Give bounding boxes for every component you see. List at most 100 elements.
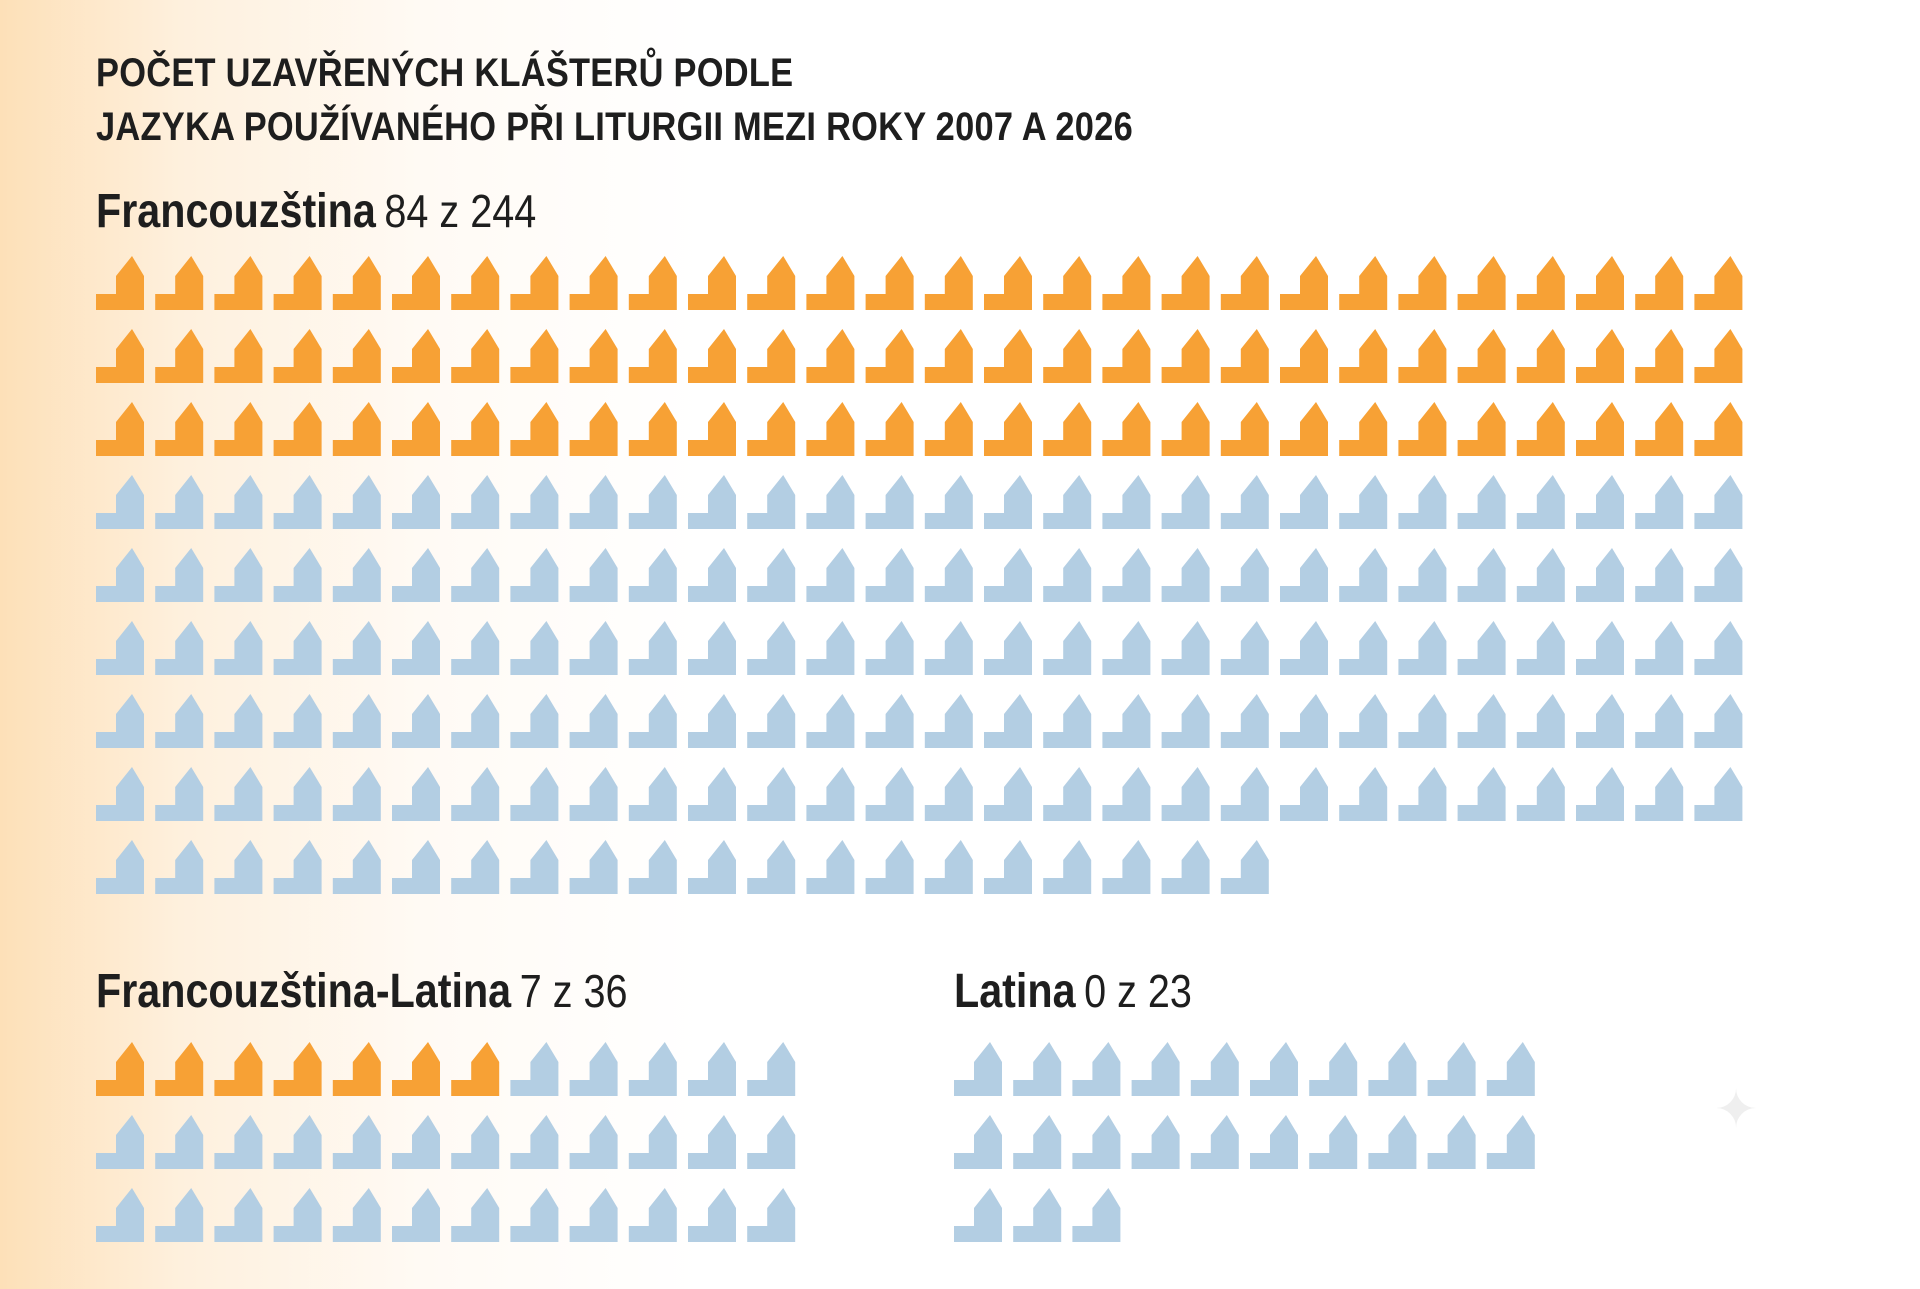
monastery-icon-open bbox=[392, 840, 440, 894]
monastery-icon-open bbox=[1102, 475, 1151, 529]
group-name: Francouzština bbox=[96, 185, 376, 238]
monastery-icon-closed bbox=[1576, 256, 1624, 310]
monastery-icon-open bbox=[214, 767, 263, 821]
monastery-icon-open bbox=[1309, 1115, 1358, 1169]
monastery-icon-open bbox=[688, 767, 736, 821]
monastery-icon-open bbox=[569, 1042, 618, 1096]
monastery-icon-open bbox=[569, 694, 618, 748]
monastery-icon-open bbox=[332, 840, 381, 894]
monastery-icon-open bbox=[865, 694, 914, 748]
monastery-icon-open bbox=[688, 548, 736, 602]
monastery-icon-open bbox=[96, 475, 144, 529]
monastery-icon-closed bbox=[1280, 402, 1328, 456]
monastery-icon-closed bbox=[1635, 256, 1684, 310]
monastery-icon-open bbox=[628, 1042, 677, 1096]
monastery-icon-closed bbox=[451, 1042, 500, 1096]
monastery-icon-open bbox=[510, 1188, 559, 1242]
monastery-icon-open bbox=[628, 1188, 677, 1242]
monastery-icon-open bbox=[1427, 1042, 1476, 1096]
monastery-icon-closed bbox=[96, 256, 144, 310]
monastery-icon-open bbox=[747, 694, 796, 748]
monastery-icon-closed bbox=[1576, 329, 1624, 383]
monastery-icon-closed bbox=[569, 402, 618, 456]
monastery-icon-open bbox=[1635, 548, 1684, 602]
monastery-icon-open bbox=[1398, 767, 1447, 821]
monastery-icon-open bbox=[96, 1115, 144, 1169]
monastery-icon-closed bbox=[1516, 402, 1565, 456]
monastery-icon-open bbox=[954, 1188, 1002, 1242]
monastery-icon-open bbox=[332, 1188, 381, 1242]
monastery-icon-open bbox=[688, 621, 736, 675]
monastery-icon-open bbox=[1013, 1188, 1062, 1242]
monastery-icon-open bbox=[96, 840, 144, 894]
monastery-icon-open bbox=[1309, 1042, 1358, 1096]
monastery-icon-closed bbox=[1457, 402, 1506, 456]
monastery-icon-closed bbox=[747, 329, 796, 383]
monastery-icon-open bbox=[924, 767, 973, 821]
monastery-icon-open bbox=[1220, 694, 1269, 748]
monastery-icon-closed bbox=[214, 329, 263, 383]
group-label-francouzstina: Francouzština 84 z 244 bbox=[96, 184, 536, 239]
monastery-icon-open bbox=[688, 1188, 736, 1242]
monastery-icon-closed bbox=[924, 329, 973, 383]
monastery-icon-open bbox=[1486, 1115, 1535, 1169]
group-count: 7 z 36 bbox=[519, 965, 628, 1017]
monastery-icon-open bbox=[688, 694, 736, 748]
monastery-icon-closed bbox=[96, 329, 144, 383]
monastery-icon-closed bbox=[392, 329, 440, 383]
monastery-icon-closed bbox=[214, 256, 263, 310]
monastery-icon-open bbox=[688, 475, 736, 529]
monastery-icon-open bbox=[510, 767, 559, 821]
monastery-icon-closed bbox=[924, 256, 973, 310]
monastery-icon-open bbox=[1516, 767, 1565, 821]
monastery-icon-open bbox=[1694, 475, 1743, 529]
monastery-icon-open bbox=[747, 767, 796, 821]
monastery-icon-open bbox=[155, 694, 204, 748]
monastery-icon-open bbox=[569, 621, 618, 675]
monastery-icon-closed bbox=[332, 1042, 381, 1096]
monastery-icon-closed bbox=[1220, 256, 1269, 310]
chart-title: POČET UZAVŘENÝCH KLÁŠTERŮ PODLE JAZYKA P… bbox=[96, 46, 1133, 154]
monastery-icon-open bbox=[1161, 548, 1210, 602]
monastery-icon-open bbox=[392, 767, 440, 821]
monastery-icon-open bbox=[1072, 1188, 1121, 1242]
monastery-icon-open bbox=[954, 1115, 1002, 1169]
monastery-icon-open bbox=[1457, 475, 1506, 529]
monastery-icon-open bbox=[1339, 621, 1388, 675]
monastery-icon-open bbox=[332, 475, 381, 529]
monastery-icon-closed bbox=[1694, 256, 1743, 310]
monastery-icon-open bbox=[214, 475, 263, 529]
monastery-icon-open bbox=[1398, 548, 1447, 602]
group-name: Francouzština-Latina bbox=[96, 965, 512, 1018]
monastery-icon-open bbox=[510, 475, 559, 529]
monastery-icon-open bbox=[96, 694, 144, 748]
monastery-icon-closed bbox=[984, 256, 1032, 310]
monastery-icon-open bbox=[688, 1042, 736, 1096]
monastery-icon-open bbox=[1635, 767, 1684, 821]
monastery-icon-closed bbox=[451, 329, 500, 383]
monastery-icon-open bbox=[1190, 1042, 1239, 1096]
monastery-icon-closed bbox=[96, 402, 144, 456]
monastery-icon-open bbox=[984, 621, 1032, 675]
monastery-icon-open bbox=[451, 1188, 500, 1242]
monastery-icon-open bbox=[1694, 621, 1743, 675]
monastery-icon-closed bbox=[155, 402, 204, 456]
monastery-icon-closed bbox=[451, 256, 500, 310]
monastery-icon-open bbox=[984, 694, 1032, 748]
monastery-icon-open bbox=[214, 548, 263, 602]
monastery-icon-open bbox=[1013, 1042, 1062, 1096]
monastery-icon-closed bbox=[214, 402, 263, 456]
monastery-icon-open bbox=[1398, 475, 1447, 529]
monastery-icon-open bbox=[1280, 475, 1328, 529]
monastery-icon-open bbox=[1131, 1115, 1180, 1169]
monastery-icon-open bbox=[865, 548, 914, 602]
monastery-icon-open bbox=[214, 1115, 263, 1169]
monastery-icon-open bbox=[569, 840, 618, 894]
monastery-icon-closed bbox=[806, 256, 855, 310]
monastery-icon-closed bbox=[1220, 329, 1269, 383]
monastery-icon-closed bbox=[510, 256, 559, 310]
monastery-icon-open bbox=[155, 548, 204, 602]
monastery-icon-closed bbox=[1516, 329, 1565, 383]
monastery-icon-closed bbox=[865, 329, 914, 383]
monastery-icon-closed bbox=[155, 256, 204, 310]
